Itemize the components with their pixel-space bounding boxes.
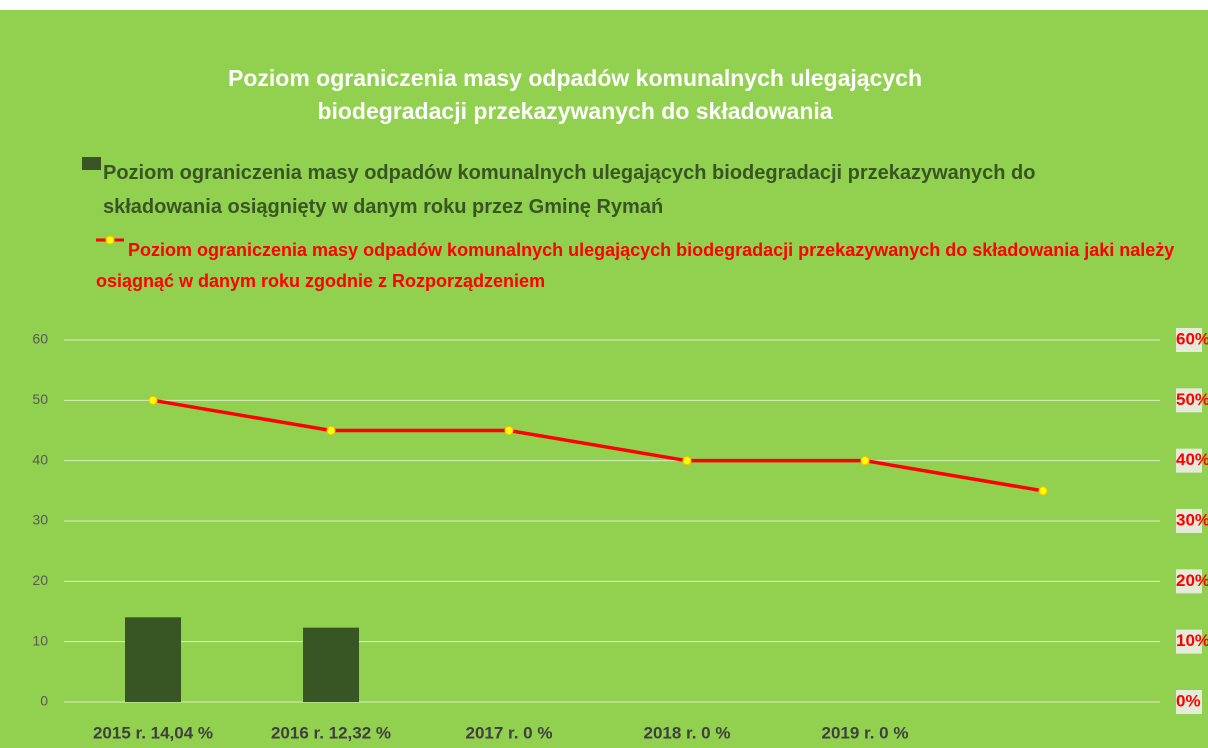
y-tick-label: 50 [32, 391, 48, 407]
y2-tick-box [1176, 569, 1202, 594]
bar [125, 617, 181, 702]
y2-tick-box [1176, 690, 1202, 714]
y-tick-label: 0 [40, 693, 48, 709]
y-tick-label: 20 [32, 572, 48, 588]
point [682, 456, 692, 466]
legend-entry: Poziom ograniczenia masy odpadów komunal… [103, 162, 1036, 218]
y2-tick-label: 10% [1176, 631, 1208, 650]
y2-tick-box [1176, 328, 1202, 352]
y2-tick-box [1176, 388, 1202, 413]
chart-area: 0 10 20 30 40 50 60 0% 10% 20% 30% 40% 50% 60% 2015 r.… [0, 10, 1208, 748]
point [1038, 486, 1048, 496]
legend-swatch [82, 157, 101, 170]
line [152, 398, 1044, 493]
bar [303, 627, 359, 702]
y2-tick-label: 0% [1176, 691, 1201, 710]
x-tick-label: 2018 r. 0 % [644, 723, 731, 742]
y2-tick-label: 50% [1176, 390, 1208, 409]
y2-tick-label: 20% [1176, 571, 1208, 590]
x-tick-label: 2015 r. 14,04 % [93, 723, 213, 742]
point [326, 426, 336, 435]
y-tick-label: 10 [32, 632, 48, 648]
y-tick-label: 30 [32, 512, 48, 528]
y2-tick-box [1176, 448, 1202, 473]
chart: 0 10 20 30 40 50 60 0% 10% 20% 30% 40% 50% 60% 2015 r.… [32, 157, 1208, 742]
y-tick-label: 60 [32, 331, 48, 347]
chart-title: Poziom ograniczenia masy odpadów komunal… [227, 65, 922, 124]
y2-tick-label: 30% [1176, 510, 1208, 529]
x-tick-label: 2017 r. 0 % [466, 723, 553, 742]
y2-tick-label: 60% [1176, 329, 1208, 348]
y2-tick-label: 40% [1176, 450, 1208, 469]
legend-entry: Poziom ograniczenia masy odpadów komunal… [96, 240, 1175, 291]
point [860, 456, 870, 466]
y-tick-label: 40 [32, 451, 48, 467]
y2-tick-box [1176, 629, 1202, 654]
legend-marker [105, 235, 115, 245]
x-tick-label: 2016 r. 12,32 % [271, 723, 391, 742]
point [148, 395, 158, 405]
y2-tick-box [1176, 509, 1202, 533]
point [504, 426, 514, 435]
x-tick-label: 2019 r. 0 % [822, 723, 909, 742]
